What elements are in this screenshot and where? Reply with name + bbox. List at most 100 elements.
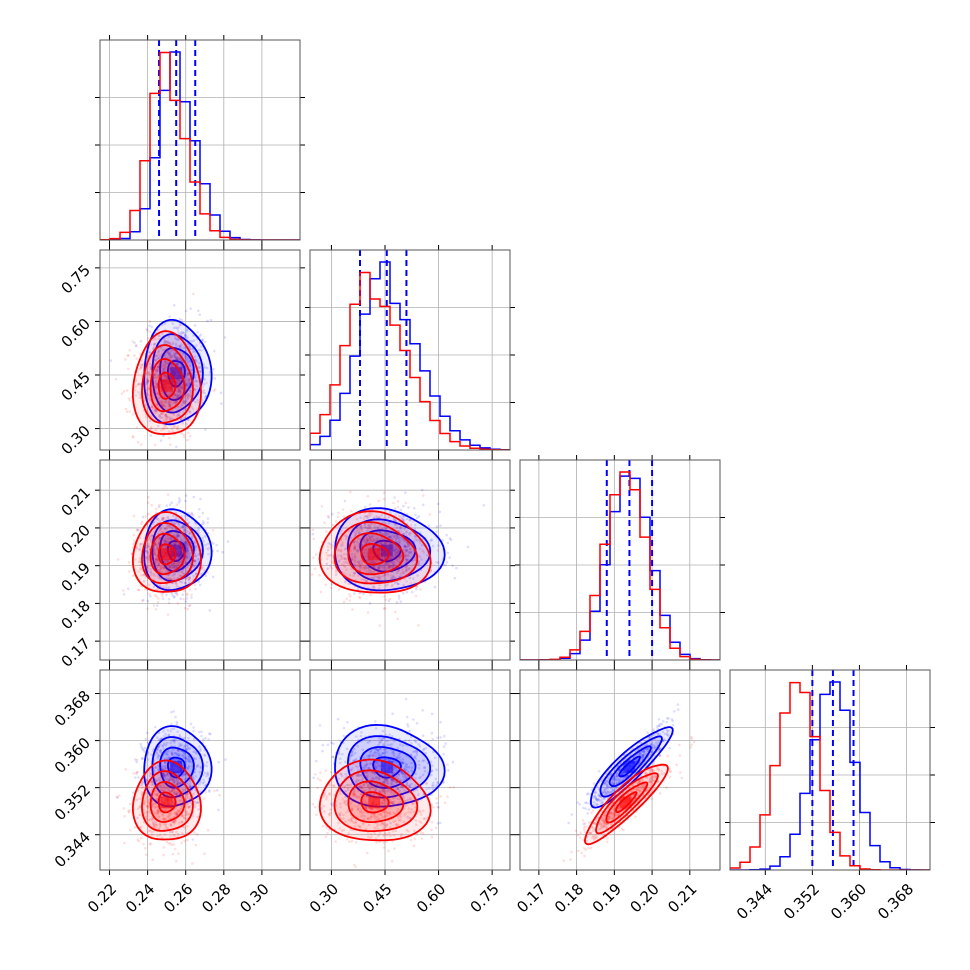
scatter-point	[204, 544, 207, 547]
scatter-point	[168, 813, 171, 816]
scatter-point	[146, 556, 149, 560]
scatter-point	[185, 748, 188, 752]
scatter-point	[203, 391, 206, 395]
scatter-point	[177, 792, 181, 795]
scatter-point	[381, 527, 385, 530]
scatter-point	[159, 567, 162, 571]
scatter-point	[394, 519, 398, 523]
scatter-point	[162, 363, 165, 367]
scatter-point	[184, 561, 188, 564]
scatter-point	[183, 751, 187, 755]
scatter-point	[186, 546, 189, 549]
scatter-point	[174, 715, 177, 719]
scatter-point	[341, 541, 344, 544]
scatter-point	[168, 536, 172, 539]
scatter-point	[138, 548, 141, 552]
scatter-point	[172, 396, 175, 400]
scatter-point	[176, 534, 180, 537]
scatter-point	[176, 362, 179, 366]
scatter-point	[180, 580, 184, 584]
scatter-point	[176, 772, 180, 776]
scatter-point	[198, 348, 201, 352]
scatter-point	[180, 841, 183, 845]
scatter-point	[193, 324, 197, 327]
scatter-point	[355, 564, 359, 567]
scatter-point	[188, 379, 191, 382]
scatter-point	[381, 532, 384, 536]
scatter-point	[212, 542, 215, 545]
scatter-point	[182, 527, 185, 530]
scatter-point	[354, 560, 357, 564]
scatter-point	[174, 779, 177, 782]
scatter-point	[172, 780, 176, 784]
scatter-point	[204, 574, 208, 578]
scatter-point	[186, 372, 190, 375]
scatter-point	[163, 406, 167, 409]
scatter-point	[173, 567, 176, 570]
scatter-point	[364, 541, 368, 545]
scatter-point	[375, 514, 378, 518]
scatter-point	[337, 511, 340, 515]
scatter-point	[157, 540, 161, 544]
scatter-point	[199, 333, 202, 337]
scatter-point	[187, 782, 190, 785]
scatter-point	[163, 348, 166, 351]
scatter-point	[342, 557, 345, 560]
scatter-point	[395, 551, 399, 554]
scatter-point	[159, 399, 163, 403]
scatter-point	[413, 556, 417, 560]
scatter-point	[157, 505, 161, 509]
scatter-point	[166, 827, 169, 830]
scatter-point	[176, 782, 179, 786]
scatter-point	[341, 543, 344, 546]
scatter-point	[142, 748, 145, 752]
scatter-point	[193, 564, 197, 568]
scatter-point	[362, 539, 365, 542]
scatter-point	[163, 786, 167, 789]
scatter-point	[176, 749, 180, 753]
scatter-point	[159, 783, 162, 787]
scatter-point	[341, 563, 344, 566]
scatter-point	[403, 539, 406, 542]
scatter-point	[184, 600, 188, 603]
scatter-point	[140, 745, 143, 748]
scatter-point	[155, 793, 159, 797]
scatter-point	[156, 564, 160, 568]
scatter-point	[181, 525, 184, 528]
scatter-point	[384, 541, 388, 544]
scatter-point	[167, 356, 171, 360]
scatter-point	[191, 776, 195, 779]
scatter-point	[396, 617, 400, 621]
scatter-point	[378, 531, 382, 534]
scatter-point	[127, 561, 131, 564]
scatter-point	[172, 355, 175, 358]
scatter-point	[433, 585, 437, 589]
scatter-point	[141, 515, 145, 519]
scatter-point	[438, 510, 442, 514]
scatter-point	[408, 566, 411, 570]
scatter-point	[374, 575, 378, 578]
scatter-point	[393, 536, 396, 539]
scatter-point	[155, 376, 158, 379]
scatter-point	[379, 740, 383, 743]
scatter-point	[364, 564, 368, 568]
scatter-point	[354, 533, 357, 536]
scatter-point	[156, 809, 159, 812]
scatter-point	[147, 496, 150, 499]
scatter-point	[177, 852, 180, 855]
scatter-point	[188, 551, 191, 555]
scatter-point	[154, 409, 157, 413]
scatter-point	[175, 792, 178, 795]
scatter-point	[203, 797, 206, 800]
scatter-point	[144, 853, 148, 856]
scatter-point	[176, 778, 179, 781]
scatter-point	[161, 594, 164, 598]
scatter-point	[414, 558, 417, 562]
scatter-point	[138, 367, 142, 371]
scatter-point	[395, 601, 399, 604]
scatter-point	[185, 380, 188, 384]
scatter-point	[175, 783, 178, 786]
scatter-point	[173, 561, 176, 565]
scatter-point	[166, 560, 169, 564]
scatter-point	[175, 830, 178, 834]
